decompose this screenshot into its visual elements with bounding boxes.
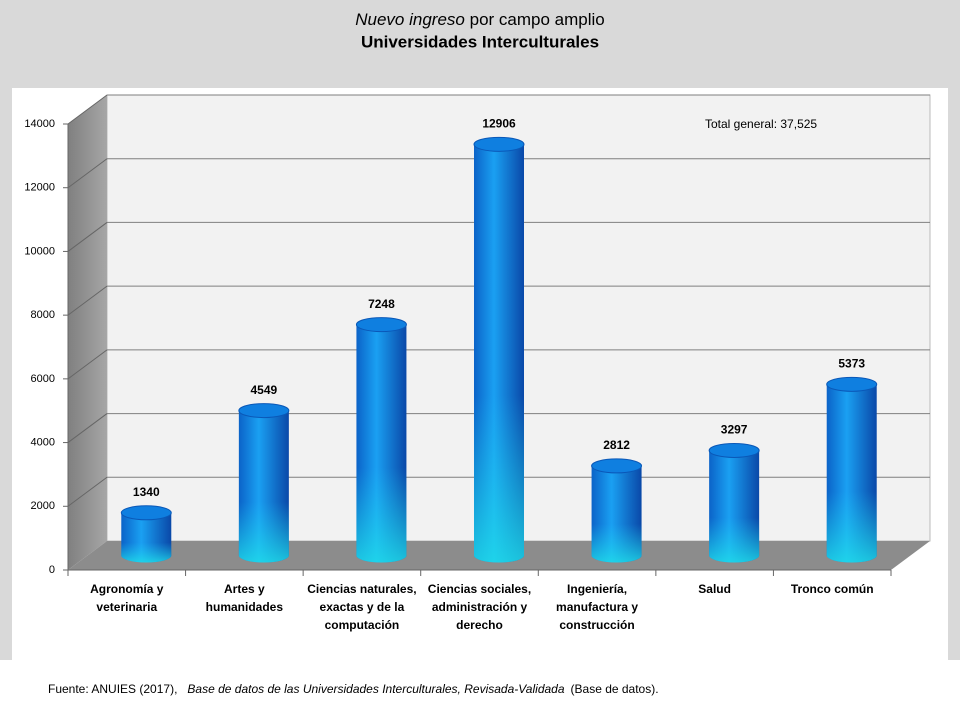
cylinder-shade bbox=[826, 384, 877, 563]
cylinder-shade bbox=[356, 324, 407, 563]
grid-line bbox=[67, 222, 108, 252]
cylinder-top bbox=[473, 136, 525, 152]
y-tick-label: 8000 bbox=[31, 309, 55, 321]
title-italic: Nuevo ingreso bbox=[355, 10, 465, 29]
source: Fuente: ANUIES (2017), Base de datos de l… bbox=[48, 682, 659, 696]
grid-line bbox=[67, 285, 108, 316]
grid-line bbox=[67, 158, 108, 189]
source-italic: Base de datos de las Universidades Inter… bbox=[187, 682, 564, 696]
subtitle: Universidades Interculturales bbox=[361, 32, 599, 51]
value-label: 1340 bbox=[133, 485, 160, 499]
source-text: (Base de datos). bbox=[571, 682, 659, 696]
cylinder-top bbox=[826, 376, 878, 392]
cylinder-shade bbox=[238, 410, 289, 563]
y-tick-label: 2000 bbox=[31, 500, 55, 512]
x-tick-label: Artes y humanidades bbox=[205, 582, 284, 614]
value-label: 2812 bbox=[603, 438, 630, 452]
grid-line bbox=[67, 476, 108, 507]
y-tick-label: 14000 bbox=[24, 118, 55, 130]
x-tick-label: Ciencias naturales, exactas y de la comp… bbox=[307, 582, 417, 632]
cylinder-shade bbox=[591, 465, 642, 563]
x-tick-label: Agronomía y veterinaria bbox=[90, 582, 164, 614]
cylinder-top bbox=[238, 403, 290, 419]
cylinder-top bbox=[591, 458, 643, 474]
side-wall bbox=[68, 95, 107, 570]
grid-line bbox=[67, 349, 108, 380]
value-label: 12906 bbox=[482, 117, 516, 131]
y-tick-label: 4000 bbox=[31, 436, 55, 448]
cylinder-shade bbox=[121, 512, 172, 563]
y-tick-label: 6000 bbox=[31, 373, 55, 385]
annotation: Total general: 37,525 bbox=[705, 117, 817, 131]
value-label: 5373 bbox=[838, 357, 865, 371]
y-tick-label: 12000 bbox=[24, 182, 55, 194]
x-tick-label: Salud bbox=[698, 582, 731, 596]
value-label: 4549 bbox=[251, 383, 278, 397]
value-label: 7248 bbox=[368, 297, 395, 311]
y-tick-label: 0 bbox=[49, 564, 55, 576]
cylinder-top bbox=[120, 505, 172, 521]
x-tick-label: Tronco común bbox=[790, 582, 874, 596]
cylinder-top bbox=[708, 442, 760, 458]
x-tick-label: Ingeniería, manufactura y construcción bbox=[556, 582, 639, 632]
cylinder-shade bbox=[473, 144, 524, 563]
x-tick-label: Ciencias sociales, administración y dere… bbox=[427, 582, 532, 632]
cylinder-shade bbox=[709, 450, 760, 563]
grid-line bbox=[67, 413, 108, 443]
cylinder-top bbox=[355, 317, 407, 333]
source-text: Fuente: ANUIES (2017), bbox=[48, 682, 177, 696]
chart-title: Nuevo ingreso por campo amplio bbox=[355, 10, 604, 29]
y-tick-label: 10000 bbox=[24, 245, 55, 257]
title-rest: por campo amplio bbox=[470, 10, 605, 29]
grid-line bbox=[67, 94, 108, 125]
value-label: 3297 bbox=[721, 423, 748, 437]
